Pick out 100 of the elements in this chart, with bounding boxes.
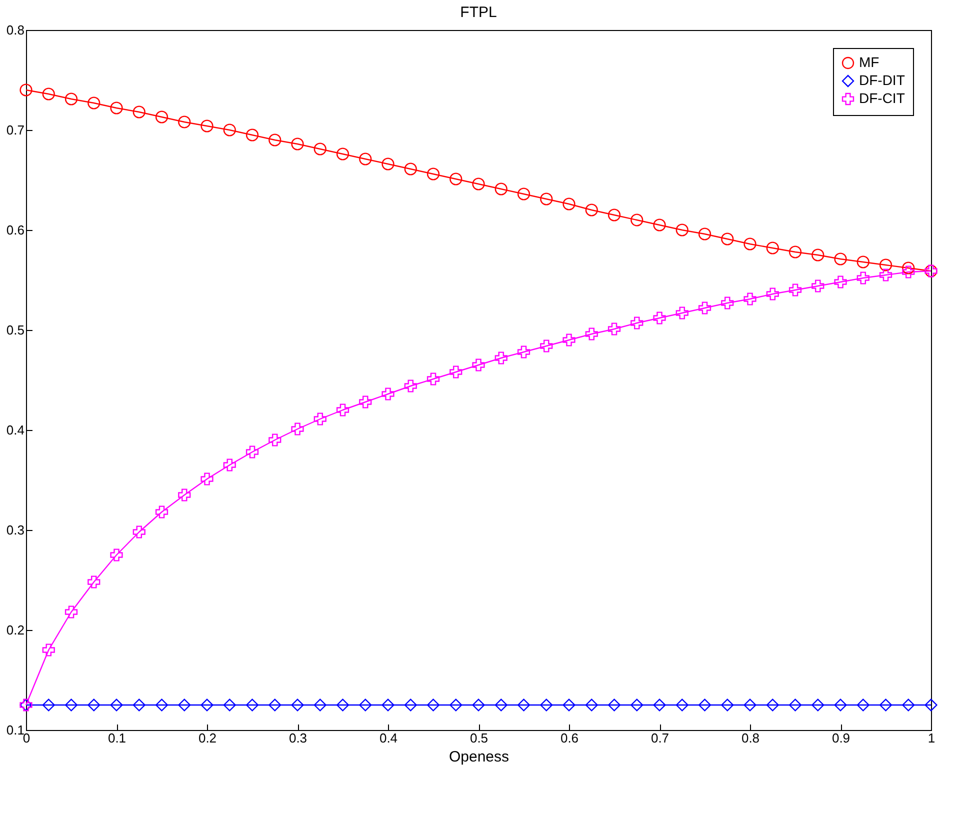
legend-label: DF-DIT [859,72,906,88]
point [223,124,236,136]
y-tick-label: 0.4 [6,422,24,438]
point [766,242,779,254]
point [834,276,847,288]
point [382,158,394,170]
point [812,248,824,262]
point [924,698,938,712]
point [698,302,712,314]
point [64,698,78,712]
point [110,102,123,114]
x-tick-label: 0.2 [198,730,217,746]
point [88,96,100,110]
point [223,698,236,712]
point [812,698,824,712]
y-tick-label: 0.2 [6,622,24,638]
x-tick-label: 0.9 [832,730,850,746]
point [268,698,282,712]
legend-label: DF-CIT [859,90,906,106]
point [42,88,55,100]
point [788,698,802,712]
point [676,224,688,236]
point [856,256,870,268]
point [155,506,168,518]
point [834,698,847,712]
point [562,698,576,712]
x-tick-label: 0.7 [650,730,670,746]
point [834,252,847,266]
point [178,116,191,128]
y-tick-label: 0.3 [6,522,24,538]
chart-title: FTPL [460,4,497,21]
point [64,92,78,106]
point [314,698,326,712]
point [246,698,259,712]
point [721,296,734,310]
point [450,698,462,712]
point [132,106,146,118]
point [223,458,236,472]
point [110,698,123,712]
point [472,358,485,372]
point [42,698,55,712]
point [585,328,598,340]
point [653,698,666,712]
point [20,84,32,96]
point [540,192,553,206]
point [494,352,508,364]
point [178,698,191,712]
point [585,204,598,216]
point [766,698,779,712]
point [517,698,530,712]
point [268,434,282,446]
point [404,698,417,712]
point [88,576,100,588]
y-tick-label: 0.7 [6,122,24,138]
point [856,698,870,712]
point [630,214,644,226]
point [517,346,530,358]
point [200,120,214,132]
point [404,380,417,392]
point [653,312,666,324]
point [404,162,417,176]
point [721,232,734,246]
point [902,266,915,278]
point [64,606,78,618]
y-tick-label: 0.5 [6,322,24,338]
point [110,548,123,562]
point [608,208,621,222]
x-tick-label: 0.5 [470,730,488,746]
point [155,110,168,124]
point [540,340,553,352]
x-tick-label: 0.1 [108,730,126,746]
point [426,698,440,712]
point [426,372,440,386]
point [132,526,146,538]
y-tick-label: 0.6 [6,222,24,238]
x-tick-label: 0 [22,730,30,746]
point [450,366,462,378]
point [246,446,259,458]
x-tick-label: 0.8 [741,730,760,746]
point [314,142,326,156]
point [132,698,146,712]
x-tick-label: 0.4 [379,730,398,746]
point [744,292,756,306]
point [494,698,508,712]
point [359,396,372,408]
point [902,262,915,274]
y-tick-label: 0.8 [6,22,24,38]
point [879,258,892,272]
point [608,322,621,336]
point [246,128,259,142]
point [200,698,214,712]
x-tick-label: 1 [928,730,936,746]
point [744,238,756,250]
point [902,698,915,712]
point [382,698,394,712]
point [200,472,214,486]
point [42,644,55,656]
point [336,404,350,416]
point [178,488,191,502]
point [540,698,553,712]
